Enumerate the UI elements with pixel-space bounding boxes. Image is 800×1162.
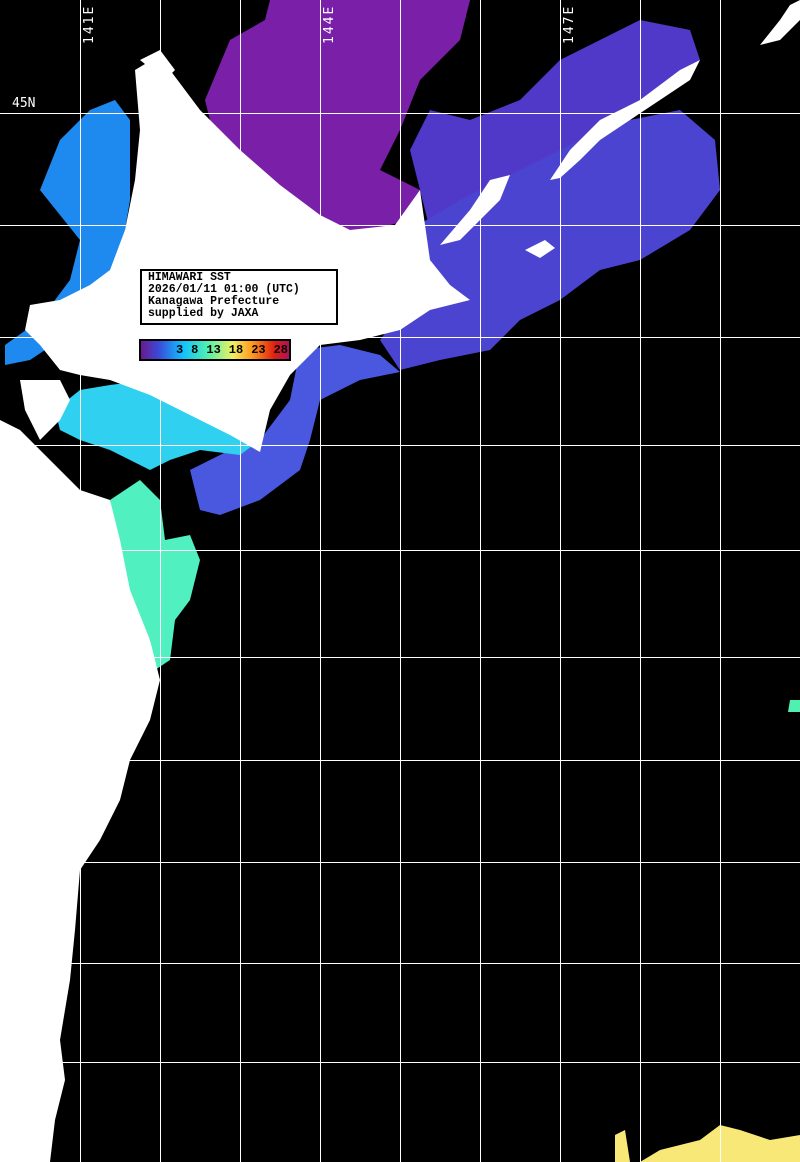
sst-sanriku-green <box>110 480 800 712</box>
sst-south-yellow <box>615 1125 800 1162</box>
oshima-peninsula <box>20 380 70 440</box>
sst-okhotsk-purple <box>205 0 470 235</box>
lon-label-144e: 144E <box>322 4 337 44</box>
info-box: HIMAWARI SST 2026/01/11 01:00 (UTC) Kana… <box>140 269 338 325</box>
scale-tick: 18 <box>228 343 244 357</box>
etorofu <box>550 60 700 180</box>
info-datetime: 2026/01/11 01:00 (UTC) <box>148 283 300 296</box>
hokkaido <box>25 58 470 452</box>
shikotan <box>525 240 555 258</box>
sst-tsugaru-cyan <box>55 380 260 470</box>
info-credit: supplied by JAXA <box>148 307 259 320</box>
info-title: HIMAWARI SST <box>148 271 231 284</box>
color-scale-bar: 3 8 13 18 23 28 <box>139 339 291 361</box>
kunashiri <box>440 175 510 245</box>
lat-label-45n: 45N <box>12 96 36 111</box>
sst-pacific-hokkaido-blue <box>190 345 400 515</box>
scale-tick: 23 <box>251 343 266 357</box>
lon-label-141e: 141E <box>82 4 97 44</box>
lon-label-147e: 147E <box>562 4 577 44</box>
scale-tick: 8 <box>191 343 199 357</box>
shimokita <box>60 500 90 540</box>
uruppu <box>760 0 800 45</box>
scale-tick: 13 <box>206 343 221 357</box>
sakhalin-tip <box>140 50 175 80</box>
scale-tick: 28 <box>273 343 288 357</box>
scale-tick: 3 <box>175 343 184 357</box>
info-region: Kanagawa Prefecture <box>148 295 280 308</box>
sst-okhotsk-east-blue <box>380 20 720 370</box>
